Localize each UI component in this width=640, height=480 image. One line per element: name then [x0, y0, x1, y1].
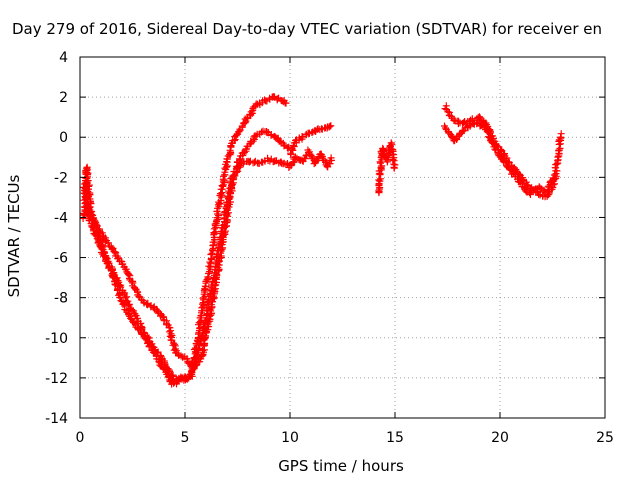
data-point: [263, 128, 271, 135]
y-tick-label: -6: [54, 251, 68, 267]
x-tick-label: 10: [281, 430, 299, 446]
y-tick-label: -2: [54, 170, 68, 186]
data-point: [491, 145, 499, 153]
x-tick-label: 25: [596, 430, 614, 446]
x-tick-label: 20: [491, 430, 509, 446]
data-point: [212, 275, 220, 283]
data-point: [214, 204, 221, 212]
x-tick-label: 15: [386, 430, 404, 446]
data-point: [210, 286, 218, 294]
data-point: [536, 184, 544, 192]
data-points: [79, 93, 565, 388]
data-point: [213, 270, 221, 278]
chart-title: Day 279 of 2016, Sidereal Day-to-day VTE…: [12, 20, 602, 38]
data-point: [109, 270, 117, 278]
data-point: [204, 273, 212, 281]
data-point: [289, 159, 297, 167]
data-point: [100, 249, 108, 257]
data-point: [553, 167, 561, 175]
data-point: [554, 153, 562, 161]
series-track: [82, 154, 296, 372]
data-point: [216, 200, 224, 207]
data-point: [282, 99, 290, 107]
data-point: [200, 294, 207, 302]
data-point: [549, 174, 557, 182]
data-point: [85, 181, 93, 189]
data-point: [309, 153, 317, 161]
data-point: [109, 244, 117, 252]
plot-frame: [79, 56, 606, 419]
data-point: [219, 232, 227, 240]
data-point: [208, 298, 216, 306]
data-point: [232, 132, 240, 140]
data-point: [228, 180, 236, 188]
data-point: [215, 212, 222, 220]
data-point: [390, 164, 398, 172]
data-point: [235, 163, 243, 171]
data-point: [557, 133, 565, 141]
data-point: [114, 277, 122, 285]
series-track: [375, 139, 399, 197]
data-point: [244, 115, 252, 122]
series-track: [285, 146, 335, 171]
data-point: [116, 282, 124, 290]
data-point: [125, 301, 133, 309]
x-axis-label: GPS time / hours: [278, 457, 404, 475]
y-tick-label: -4: [54, 210, 68, 226]
data-point: [557, 130, 565, 138]
data-point: [214, 258, 222, 266]
data-point: [128, 306, 136, 314]
data-point: [307, 151, 315, 159]
data-point: [327, 122, 335, 130]
data-point: [226, 189, 234, 197]
data-point: [138, 325, 146, 333]
data-point: [327, 154, 335, 162]
series-track: [79, 127, 293, 385]
data-point: [206, 291, 214, 299]
y-tick-label: -10: [45, 331, 68, 347]
x-tick-label: 5: [181, 430, 190, 446]
data-point: [221, 227, 229, 235]
data-point: [291, 153, 299, 161]
data-point: [220, 172, 227, 180]
data-point: [444, 108, 452, 116]
data-point: [104, 239, 112, 247]
data-point: [203, 327, 210, 335]
data-point: [522, 187, 530, 195]
axis-ticks: 0 5 10 15 20 25 -14 -12 -10 -8 -6 -4 -2 0 2 4: [45, 50, 614, 446]
y-tick-label: 2: [59, 90, 68, 106]
series-track: [441, 118, 558, 198]
y-tick-label: -12: [45, 371, 68, 387]
data-point: [166, 332, 174, 340]
data-point: [486, 133, 493, 141]
data-point: [210, 225, 218, 233]
y-tick-label: -14: [45, 411, 68, 427]
data-point: [240, 149, 248, 156]
y-tick-label: 0: [59, 130, 68, 146]
data-point: [550, 176, 558, 183]
y-axis-label: SDTVAR / TECUs: [5, 174, 23, 297]
data-point: [231, 172, 239, 180]
series-track: [287, 122, 335, 158]
x-tick-label: 0: [76, 430, 85, 446]
data-point: [325, 123, 333, 131]
data-point: [104, 258, 112, 266]
y-tick-label: 4: [59, 50, 68, 66]
data-point: [149, 304, 157, 312]
y-tick-label: -8: [54, 291, 68, 307]
data-point: [501, 159, 509, 166]
data-point: [91, 231, 99, 239]
data-point: [90, 215, 98, 223]
data-point: [267, 132, 275, 139]
data-point: [249, 137, 257, 145]
